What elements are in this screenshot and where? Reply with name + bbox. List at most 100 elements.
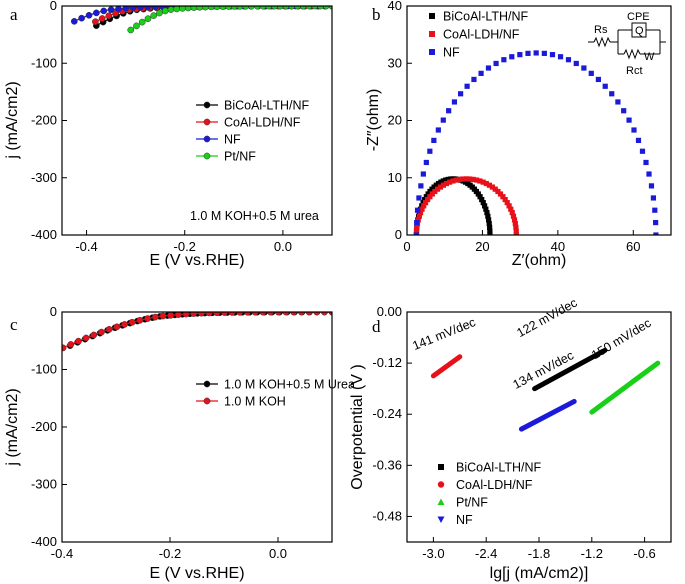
data-point (422, 200, 429, 206)
data-point (480, 200, 486, 206)
data-point (502, 196, 508, 203)
x-tick-label: -1.8 (528, 546, 550, 561)
data-point (653, 232, 659, 235)
legend-marker (437, 481, 445, 488)
data-point (129, 6, 137, 12)
data-point (190, 6, 198, 11)
data-point (510, 213, 517, 219)
legend-marker (203, 152, 211, 160)
legend-label: CoAl-LDH/NF (224, 116, 301, 130)
data-point (167, 6, 175, 13)
data-point (588, 70, 594, 76)
data-point (121, 321, 128, 328)
y-tick-label: 30 (388, 55, 402, 70)
data-point (497, 191, 504, 197)
data-point (414, 219, 420, 226)
data-point (144, 6, 152, 11)
data-point (447, 179, 453, 185)
legend-label: Pt/NF (456, 496, 488, 510)
data-point (90, 331, 98, 339)
series-bicoal-lth-nf (532, 347, 608, 392)
data-point (626, 117, 632, 123)
data-point (173, 6, 181, 13)
data-point (479, 196, 485, 203)
y-tick-label: 0 (50, 304, 57, 319)
data-point (156, 9, 163, 17)
x-tick-label: -0.4 (75, 239, 97, 254)
data-point (446, 108, 452, 114)
legend-label: NF (443, 46, 460, 60)
legend-label: BiCoAl-LTH/NF (224, 99, 310, 113)
series-nf (518, 398, 577, 432)
data-point (609, 91, 615, 97)
x-tick-label: 20 (475, 239, 489, 254)
panel-c-xlabel: E (V vs.RHE) (149, 565, 244, 582)
circuit-w-label: W (644, 51, 655, 63)
circuit-cpe-label: CPE (627, 11, 650, 23)
circuit-rs-label: Rs (594, 24, 608, 36)
circuit-q-label: Q (635, 25, 644, 37)
data-point (480, 179, 486, 185)
legend-marker (429, 49, 435, 55)
data-point (477, 194, 483, 200)
panel-c-ticks: -0.4 -0.2 0.0 0 -100 -200 -300 -400 (31, 304, 287, 561)
y-tick-label: -0.12 (372, 355, 402, 370)
data-point (478, 70, 484, 76)
panel-a: a -0.4 -0.2 0.0 0 -100 -200 -300 -400 E (V vs.R… (4, 0, 333, 269)
data-point (413, 232, 420, 235)
data-point (525, 50, 531, 56)
data-point (460, 176, 466, 182)
data-point (190, 312, 198, 317)
panel-b-series (413, 50, 659, 235)
panel-a-label: a (10, 5, 18, 24)
data-point (483, 206, 489, 212)
data-point (463, 176, 469, 182)
panel-b-ylabel: -Z″(ohm) (365, 89, 382, 152)
data-point (440, 182, 447, 188)
data-point (500, 194, 506, 200)
data-point (415, 217, 421, 223)
x-tick-label: 60 (626, 239, 640, 254)
data-point (207, 6, 215, 11)
data-point (493, 60, 499, 67)
y-tick-label: 10 (388, 170, 402, 185)
y-tick-label: -0.48 (372, 508, 402, 523)
panel-c-ylabel: j (mA/cm2) (4, 388, 21, 466)
data-point (133, 22, 140, 30)
data-point (434, 186, 441, 192)
tafel-line (589, 360, 661, 415)
data-point (650, 195, 657, 201)
data-point (513, 232, 519, 235)
data-point (443, 180, 450, 187)
panel-c-frame (61, 311, 333, 543)
data-point (453, 177, 459, 183)
x-tick-label: -3.0 (422, 546, 444, 561)
data-point (151, 6, 159, 11)
legend-marker (203, 101, 211, 109)
tafel-line (518, 398, 577, 432)
data-point (509, 210, 515, 216)
legend-label: CoAl-LDH/NF (443, 28, 520, 42)
data-point (492, 186, 498, 192)
data-point (174, 312, 182, 318)
data-point (67, 341, 75, 348)
data-point (82, 334, 90, 342)
x-tick-label: -0.6 (633, 546, 655, 561)
data-point (414, 207, 421, 213)
data-point (414, 224, 420, 230)
legend-label: 1.0 M KOH (224, 395, 286, 409)
data-point (653, 219, 659, 226)
legend-label: CoAl-LDH/NF (456, 478, 533, 492)
data-point (62, 344, 67, 352)
data-point (213, 312, 221, 317)
panel-c-label: c (10, 315, 18, 334)
panel-a-ticks: -0.4 -0.2 0.0 0 -100 -200 -300 -400 (31, 0, 292, 254)
y-tick-label: -200 (31, 113, 57, 128)
data-point (416, 195, 422, 201)
data-point (513, 224, 519, 230)
data-point (475, 191, 481, 197)
data-point (144, 315, 151, 322)
panel-d-label: d (372, 317, 381, 336)
y-tick-label: -100 (31, 55, 57, 70)
